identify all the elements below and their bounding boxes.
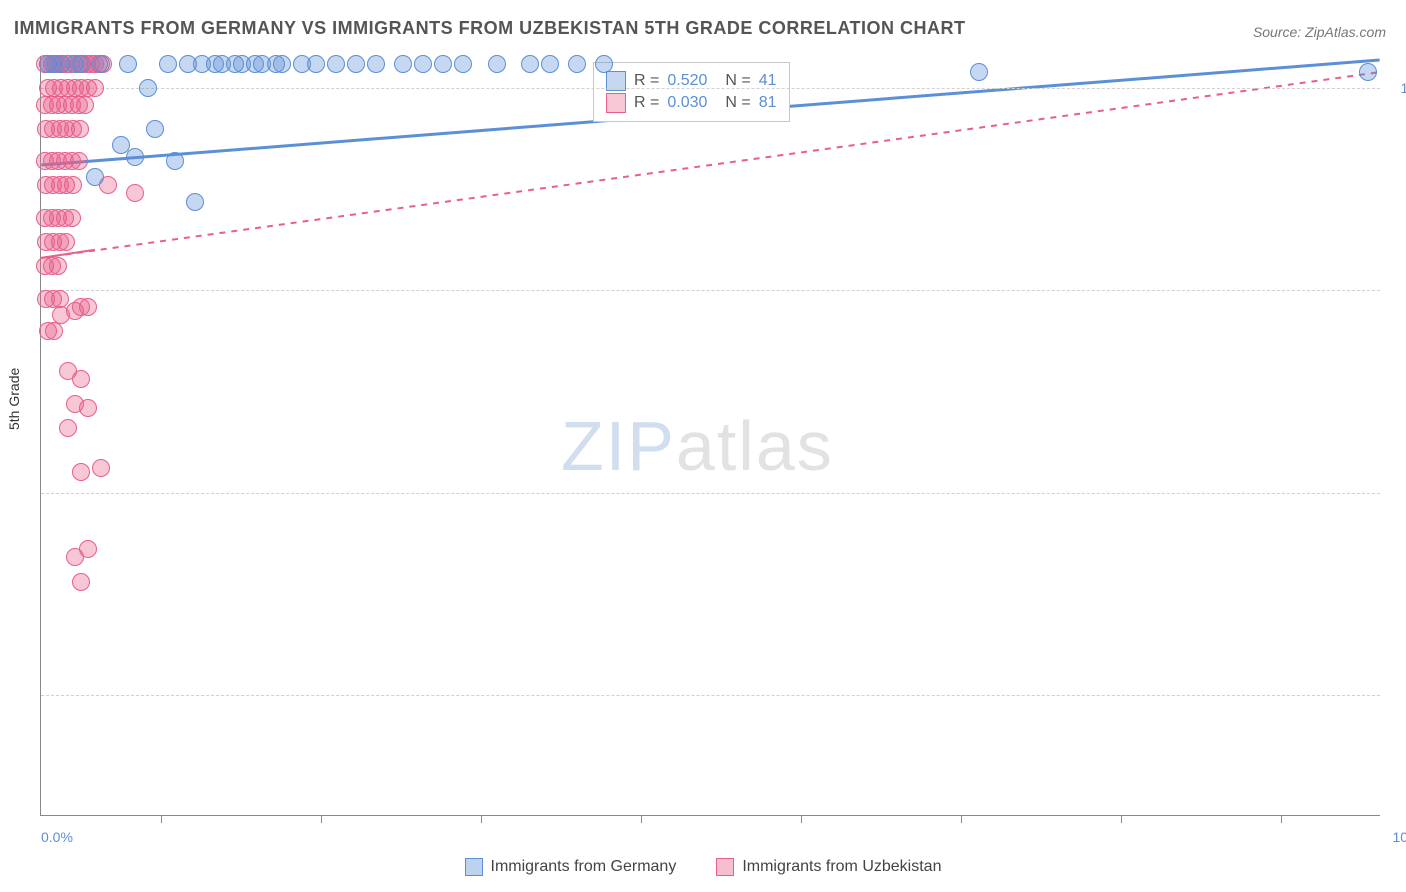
chart-title: IMMIGRANTS FROM GERMANY VS IMMIGRANTS FR… bbox=[14, 18, 965, 39]
y-tick-label: 92.5% bbox=[1388, 687, 1406, 703]
scatter-point bbox=[327, 55, 345, 73]
scatter-point bbox=[70, 152, 88, 170]
scatter-point bbox=[347, 55, 365, 73]
y-axis-label: 5th Grade bbox=[6, 368, 22, 430]
scatter-point bbox=[139, 79, 157, 97]
gridline-horizontal bbox=[41, 493, 1380, 494]
regression-lines-layer bbox=[41, 56, 1380, 815]
scatter-point bbox=[434, 55, 452, 73]
scatter-point bbox=[64, 176, 82, 194]
x-tick bbox=[161, 815, 162, 823]
x-tick bbox=[1281, 815, 1282, 823]
scatter-point bbox=[79, 540, 97, 558]
scatter-point bbox=[72, 370, 90, 388]
x-tick-label: 100.0% bbox=[1393, 829, 1406, 845]
scatter-point bbox=[57, 233, 75, 251]
correlation-legend: R = 0.520 N = 41 R = 0.030 N = 81 bbox=[593, 62, 790, 122]
scatter-point bbox=[414, 55, 432, 73]
legend-swatch bbox=[716, 858, 734, 876]
scatter-point bbox=[166, 152, 184, 170]
series-legend-label: Immigrants from Uzbekistan bbox=[742, 858, 941, 876]
gridline-horizontal bbox=[41, 695, 1380, 696]
legend-n-label: N = bbox=[725, 72, 750, 90]
legend-n-label: N = bbox=[725, 94, 750, 112]
scatter-point bbox=[488, 55, 506, 73]
gridline-horizontal bbox=[41, 290, 1380, 291]
series-legend-item: Immigrants from Uzbekistan bbox=[716, 858, 941, 876]
scatter-point bbox=[521, 55, 539, 73]
x-tick bbox=[481, 815, 482, 823]
x-tick bbox=[641, 815, 642, 823]
scatter-point bbox=[71, 120, 89, 138]
scatter-point bbox=[45, 322, 63, 340]
scatter-point bbox=[454, 55, 472, 73]
scatter-point bbox=[146, 120, 164, 138]
scatter-point bbox=[367, 55, 385, 73]
scatter-point bbox=[79, 399, 97, 417]
series-legend-item: Immigrants from Germany bbox=[465, 858, 677, 876]
scatter-point bbox=[126, 148, 144, 166]
scatter-point bbox=[1359, 63, 1377, 81]
source-label: Source: ZipAtlas.com bbox=[1253, 24, 1386, 40]
scatter-point bbox=[394, 55, 412, 73]
x-tick bbox=[801, 815, 802, 823]
scatter-point bbox=[159, 55, 177, 73]
scatter-point bbox=[595, 55, 613, 73]
x-tick bbox=[1121, 815, 1122, 823]
scatter-point bbox=[63, 209, 81, 227]
scatter-point bbox=[541, 55, 559, 73]
legend-r-label: R = bbox=[634, 72, 659, 90]
x-tick bbox=[321, 815, 322, 823]
scatter-point bbox=[86, 79, 104, 97]
legend-swatch bbox=[465, 858, 483, 876]
scatter-point bbox=[72, 573, 90, 591]
scatter-point bbox=[72, 55, 90, 73]
scatter-point bbox=[59, 419, 77, 437]
y-tick-label: 95.0% bbox=[1388, 485, 1406, 501]
legend-r-value: 0.520 bbox=[667, 72, 707, 90]
series-legend: Immigrants from Germany Immigrants from U… bbox=[0, 858, 1406, 876]
scatter-plot: ZIPatlas R =0.520N =41R =0.030N =81 100.… bbox=[40, 56, 1380, 816]
scatter-point bbox=[568, 55, 586, 73]
scatter-point bbox=[126, 184, 144, 202]
scatter-point bbox=[119, 55, 137, 73]
watermark-zip: ZIP bbox=[561, 407, 676, 485]
scatter-point bbox=[49, 257, 67, 275]
gridline-horizontal bbox=[41, 88, 1380, 89]
scatter-point bbox=[307, 55, 325, 73]
scatter-point bbox=[92, 459, 110, 477]
watermark-atlas: atlas bbox=[676, 407, 834, 485]
scatter-point bbox=[186, 193, 204, 211]
legend-r-value: 0.030 bbox=[667, 94, 707, 112]
scatter-point bbox=[79, 298, 97, 316]
scatter-point bbox=[72, 463, 90, 481]
legend-swatch bbox=[606, 93, 626, 113]
series-legend-label: Immigrants from Germany bbox=[491, 858, 677, 876]
scatter-point bbox=[92, 55, 110, 73]
legend-n-value: 81 bbox=[759, 94, 777, 112]
scatter-point bbox=[970, 63, 988, 81]
legend-n-value: 41 bbox=[759, 72, 777, 90]
y-tick-label: 100.0% bbox=[1388, 80, 1406, 96]
x-tick bbox=[961, 815, 962, 823]
legend-row: R = 0.030 N = 81 bbox=[606, 93, 777, 113]
scatter-point bbox=[273, 55, 291, 73]
x-tick-label: 0.0% bbox=[41, 829, 73, 845]
scatter-point bbox=[86, 168, 104, 186]
legend-r-label: R = bbox=[634, 94, 659, 112]
scatter-point bbox=[76, 96, 94, 114]
watermark: ZIPatlas bbox=[561, 406, 834, 486]
y-tick-label: 97.5% bbox=[1388, 282, 1406, 298]
